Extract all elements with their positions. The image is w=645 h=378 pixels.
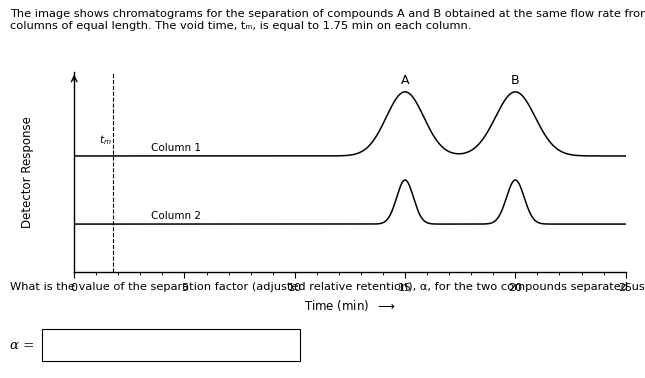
Text: What is the value of the separation factor (adjusted relative retention), α, for: What is the value of the separation fact…: [10, 282, 645, 291]
Text: The image shows chromatograms for the separation of compounds A and B obtained a: The image shows chromatograms for the se…: [10, 9, 645, 31]
Text: α =: α =: [10, 339, 34, 352]
Text: Column 2: Column 2: [152, 211, 201, 221]
Text: Detector Response: Detector Response: [21, 116, 34, 228]
Text: $t_m$: $t_m$: [99, 133, 112, 147]
Text: Column 1: Column 1: [152, 143, 201, 153]
Text: A: A: [401, 74, 410, 87]
Text: B: B: [511, 74, 520, 87]
X-axis label: Time (min)  $\longrightarrow$: Time (min) $\longrightarrow$: [304, 298, 396, 313]
